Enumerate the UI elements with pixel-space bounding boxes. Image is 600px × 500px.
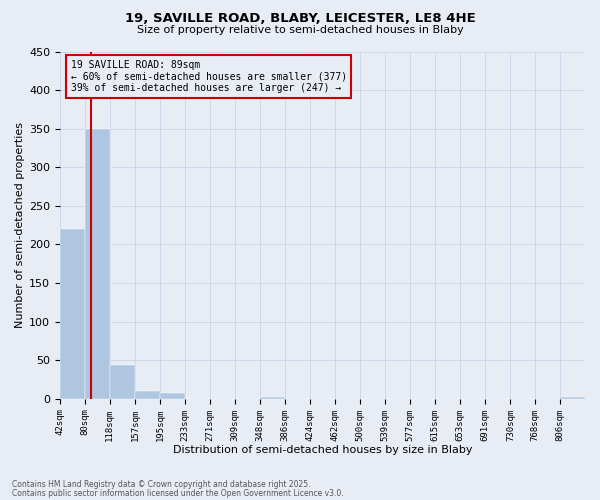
Bar [135,391,160,399]
Bar [85,128,110,399]
Bar [560,398,585,399]
Text: Contains HM Land Registry data © Crown copyright and database right 2025.: Contains HM Land Registry data © Crown c… [12,480,311,489]
Bar [260,398,285,399]
Bar [160,394,185,399]
Text: Size of property relative to semi-detached houses in Blaby: Size of property relative to semi-detach… [137,25,463,35]
Text: 19, SAVILLE ROAD, BLABY, LEICESTER, LE8 4HE: 19, SAVILLE ROAD, BLABY, LEICESTER, LE8 … [125,12,475,26]
Text: Contains public sector information licensed under the Open Government Licence v3: Contains public sector information licen… [12,488,344,498]
X-axis label: Distribution of semi-detached houses by size in Blaby: Distribution of semi-detached houses by … [173,445,472,455]
Bar [60,229,85,399]
Y-axis label: Number of semi-detached properties: Number of semi-detached properties [15,122,25,328]
Bar [110,365,135,399]
Text: 19 SAVILLE ROAD: 89sqm
← 60% of semi-detached houses are smaller (377)
39% of se: 19 SAVILLE ROAD: 89sqm ← 60% of semi-det… [71,60,347,94]
